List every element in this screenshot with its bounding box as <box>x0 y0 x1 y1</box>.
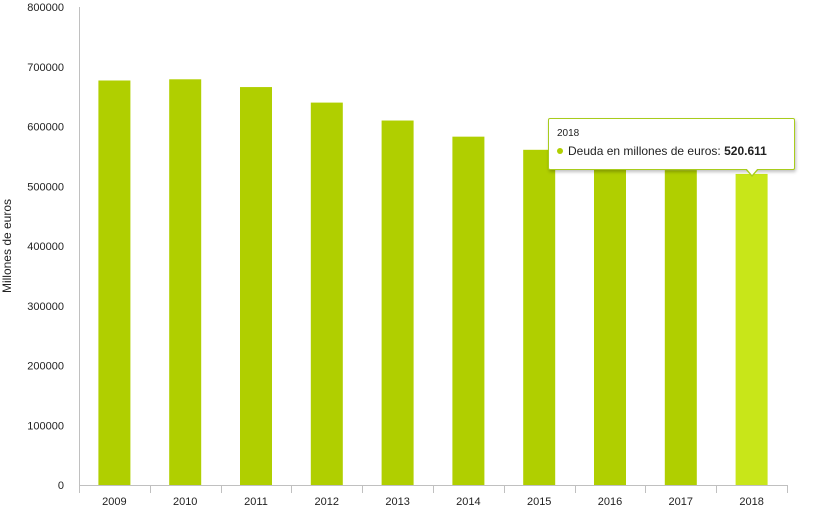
x-tick-label: 2009 <box>102 496 126 508</box>
y-tick-label: 0 <box>58 480 64 492</box>
tooltip-title: 2018 <box>557 128 580 139</box>
tooltip-row: Deuda en millones de euros: 520.611 <box>557 144 794 159</box>
y-tick-label: 300000 <box>27 301 64 313</box>
bar-2016[interactable] <box>594 161 626 485</box>
x-tick-label: 2016 <box>598 496 622 508</box>
x-axis: 2009 2010 2011 2012 2013 2014 2015 2016 2017 2018 <box>79 7 788 508</box>
tooltip-series-label: Deuda en millones de euros: <box>568 144 725 158</box>
tooltip-value: 520.611 <box>724 144 767 158</box>
tooltip-arrow-fill <box>746 168 758 175</box>
x-tick-label: 2010 <box>173 496 197 508</box>
x-tick-label: 2014 <box>456 496 480 508</box>
bar-2014[interactable] <box>452 136 485 485</box>
y-axis-ticks: 0 100000 200000 300000 400000 500000 600000 700… <box>27 2 64 492</box>
y-tick-label: 600000 <box>27 122 64 134</box>
series-marker-icon <box>557 148 563 154</box>
x-tick-label: 2012 <box>315 496 339 508</box>
bar-2017[interactable] <box>664 170 697 485</box>
y-tick-label: 500000 <box>27 181 64 193</box>
bar-2013[interactable] <box>381 120 414 486</box>
bar-2015[interactable] <box>523 149 556 486</box>
y-tick-label: 200000 <box>27 361 64 373</box>
y-tick-label: 800000 <box>27 2 64 14</box>
x-tick-label: 2017 <box>669 496 693 508</box>
bar-2018[interactable] <box>735 173 768 485</box>
bar-2012[interactable] <box>310 102 343 485</box>
y-tick-label: 400000 <box>27 241 64 253</box>
bar-2011[interactable] <box>240 87 272 485</box>
y-tick-label: 100000 <box>27 420 64 432</box>
x-tick-label: 2013 <box>385 496 409 508</box>
tooltip: 2018 Deuda en millones de euros: 520.611 <box>548 118 795 170</box>
x-tick-label: 2015 <box>527 496 551 508</box>
bar-2009[interactable] <box>98 80 131 486</box>
y-tick-label: 700000 <box>27 62 64 74</box>
x-tick-label: 2011 <box>244 496 268 508</box>
x-tick-label: 2018 <box>739 496 763 508</box>
bars <box>98 79 768 486</box>
bar-2010[interactable] <box>169 79 202 486</box>
y-axis-label: Millones de euros <box>0 199 14 293</box>
